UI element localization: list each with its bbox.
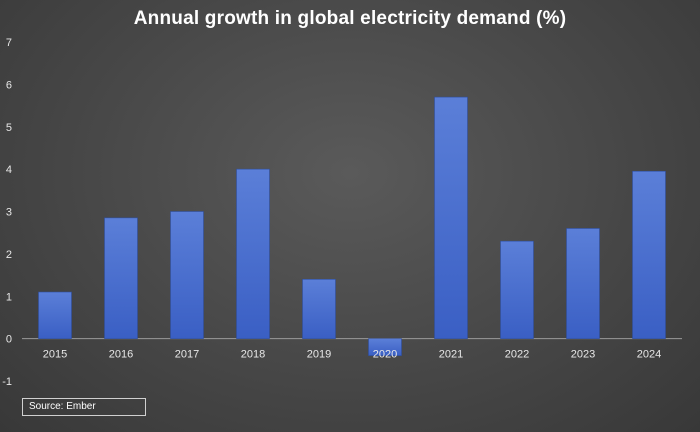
bar-2021 [434, 96, 468, 339]
x-tick-label: 2017 [175, 349, 199, 361]
chart-title: Annual growth in global electricity dema… [133, 8, 567, 29]
bar-2016 [104, 217, 138, 339]
y-tick-label: 5 [6, 122, 12, 134]
y-tick-label: 6 [6, 79, 12, 91]
y-tick-label: 0 [6, 334, 12, 346]
y-tick-label: 7 [6, 37, 12, 49]
source-note: Source: Ember [22, 398, 146, 416]
bar-2018 [236, 168, 270, 339]
bar-2022 [500, 240, 534, 339]
y-tick-label: 2 [6, 249, 12, 261]
x-tick-label: 2019 [307, 349, 331, 361]
y-tick-label: 3 [6, 207, 12, 219]
x-tick-label: 2020 [373, 349, 397, 361]
x-tick-label: 2023 [571, 349, 595, 361]
x-tick-label: 2022 [505, 349, 529, 361]
x-tick-label: 2018 [241, 349, 265, 361]
x-tick-label: 2021 [439, 349, 463, 361]
bar-2015 [38, 291, 72, 339]
y-tick-label: 1 [6, 291, 12, 303]
bar-2023 [566, 228, 600, 339]
bar-2020 [368, 338, 402, 356]
bar-2019 [302, 278, 336, 339]
x-tick-label: 2015 [43, 349, 67, 361]
y-tick-label: 4 [6, 164, 12, 176]
x-tick-label: 2016 [109, 349, 133, 361]
y-tick-label: -1 [2, 376, 12, 388]
bar-2017 [170, 211, 204, 339]
x-tick-label: 2024 [637, 349, 661, 361]
bar-2024 [632, 170, 666, 339]
